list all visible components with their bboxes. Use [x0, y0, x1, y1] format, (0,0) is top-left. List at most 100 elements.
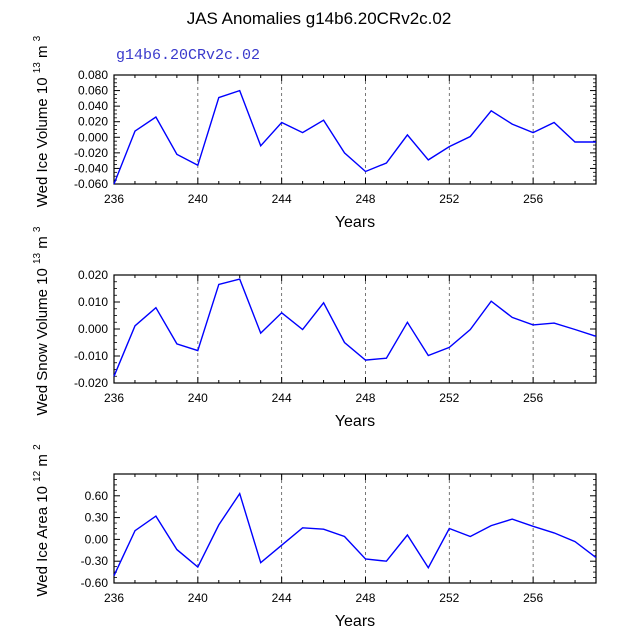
- data-point: [155, 306, 157, 308]
- data-point: [322, 528, 324, 530]
- y-axis-label: Wed Snow Volume 10 13 m 3: [32, 226, 51, 415]
- data-point: [406, 134, 408, 136]
- data-point: [448, 346, 450, 348]
- data-point: [280, 544, 282, 546]
- y-tick-label: -0.010: [74, 349, 108, 363]
- data-point: [385, 162, 387, 164]
- data-point: [469, 135, 471, 137]
- data-point: [155, 515, 157, 517]
- x-tick-label: 256: [523, 591, 543, 605]
- data-point: [574, 540, 576, 542]
- panel-2: -0.020 -0.010 0.000 0.010 0.020 236 240 244 248 2…: [32, 226, 597, 430]
- data-point: [343, 535, 345, 537]
- plot-frame: [113, 274, 597, 384]
- x-tick-label: 248: [355, 391, 375, 405]
- x-tick-label: 240: [188, 591, 208, 605]
- y-tick-label: 0.040: [78, 99, 108, 113]
- data-point: [134, 130, 136, 132]
- y-axis-label: Wed Ice Volume 10 13 m 3: [32, 35, 51, 207]
- y-tick-label: -0.60: [81, 576, 109, 590]
- data-point: [469, 535, 471, 537]
- data-point: [427, 354, 429, 356]
- y-tick-label: -0.30: [81, 554, 109, 568]
- y-tick-label: 0.30: [85, 511, 109, 525]
- y-tick-label: 0.00: [85, 532, 109, 546]
- plot-frame: [113, 473, 597, 584]
- data-point: [427, 159, 429, 161]
- data-point: [239, 492, 241, 494]
- data-point: [490, 110, 492, 112]
- plot-frame: [113, 74, 597, 185]
- data-point: [301, 328, 303, 330]
- series-subtitle: g14b6.20CRv2c.02: [116, 47, 260, 64]
- data-point: [197, 349, 199, 351]
- y-tick-label: 0.000: [78, 322, 108, 336]
- data-point: [406, 534, 408, 536]
- x-tick-label: 256: [523, 391, 543, 405]
- x-tick-label: 256: [523, 192, 543, 206]
- y-tick-label: 0.010: [78, 295, 108, 309]
- data-point: [490, 300, 492, 302]
- series-line: [113, 491, 597, 576]
- data-point: [343, 152, 345, 154]
- y-tick-label: 0.080: [78, 68, 108, 82]
- data-point: [532, 324, 534, 326]
- data-point: [259, 561, 261, 563]
- data-point: [595, 335, 597, 337]
- data-point: [427, 567, 429, 569]
- y-tick-label: -0.060: [74, 177, 108, 191]
- data-point: [532, 131, 534, 133]
- data-point: [511, 123, 513, 125]
- data-point: [301, 131, 303, 133]
- data-point: [595, 556, 597, 558]
- data-point: [511, 316, 513, 318]
- x-tick-label: 244: [272, 591, 292, 605]
- data-point: [595, 141, 597, 143]
- panel-3: -0.60 -0.30 0.00 0.30 0.60 236 240 244 248 252 256…: [32, 444, 597, 630]
- data-point: [218, 524, 220, 526]
- data-point: [239, 89, 241, 91]
- data-point: [385, 357, 387, 359]
- data-point: [280, 121, 282, 123]
- x-tick-label: 244: [272, 391, 292, 405]
- x-tick-label: 240: [188, 391, 208, 405]
- x-axis-label: Years: [335, 413, 375, 430]
- data-point: [448, 145, 450, 147]
- data-point: [218, 283, 220, 285]
- data-point: [176, 153, 178, 155]
- data-point: [364, 558, 366, 560]
- data-point: [259, 332, 261, 334]
- data-point: [113, 575, 115, 577]
- y-tick-label: 0.000: [78, 130, 108, 144]
- data-point: [385, 560, 387, 562]
- y-tick-label: -0.020: [74, 376, 108, 390]
- x-tick-label: 252: [439, 591, 459, 605]
- data-point: [113, 375, 115, 377]
- data-point: [155, 116, 157, 118]
- x-tick-label: 236: [104, 192, 124, 206]
- data-point: [532, 525, 534, 527]
- data-point: [364, 359, 366, 361]
- x-axis-label: Years: [335, 613, 375, 630]
- data-point: [553, 532, 555, 534]
- x-tick-label: 252: [439, 391, 459, 405]
- data-point: [197, 164, 199, 166]
- data-point: [469, 328, 471, 330]
- x-tick-label: 240: [188, 192, 208, 206]
- series-line: [113, 278, 597, 377]
- y-tick-label: 0.020: [78, 115, 108, 129]
- data-point: [259, 145, 261, 147]
- chart-title: JAS Anomalies g14b6.20CRv2c.02: [187, 9, 452, 28]
- y-tick-label: 0.60: [85, 489, 109, 503]
- data-point: [197, 566, 199, 568]
- y-axis-label: Wed Ice Area 10 12 m 2: [32, 444, 51, 597]
- data-point: [406, 321, 408, 323]
- data-point: [280, 312, 282, 314]
- y-tick-label: 0.020: [78, 268, 108, 282]
- y-tick-label: -0.020: [74, 146, 108, 160]
- data-point: [364, 170, 366, 172]
- data-point: [574, 141, 576, 143]
- data-point: [176, 548, 178, 550]
